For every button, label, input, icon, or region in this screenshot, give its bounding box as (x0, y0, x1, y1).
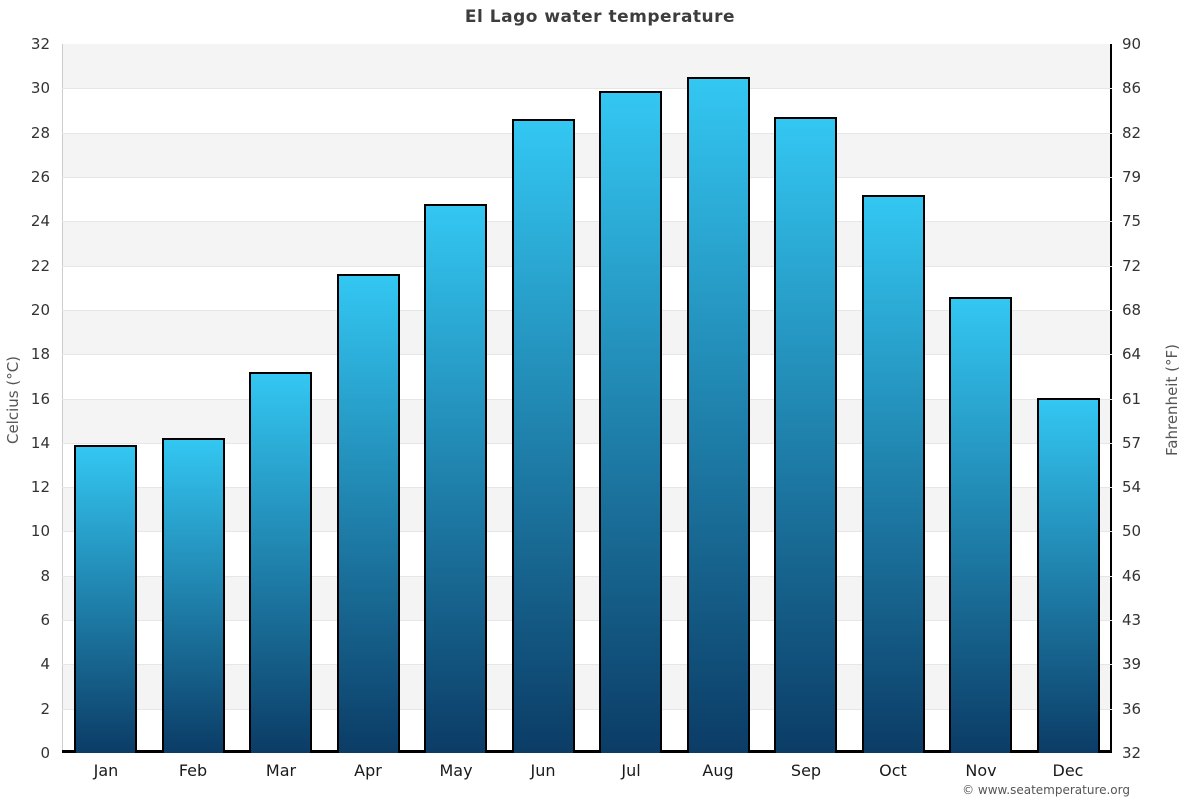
bar-jul (599, 91, 662, 753)
y-tick-label-fahrenheit: 68 (1122, 300, 1142, 319)
bar-nov (949, 297, 1012, 753)
y-tick-label-fahrenheit: 64 (1122, 345, 1142, 364)
gridline (62, 309, 1112, 311)
y-tick-label-celsius: 18 (30, 345, 50, 364)
y-tick-label-fahrenheit: 61 (1122, 389, 1142, 408)
gridline (62, 88, 1112, 90)
gridline (62, 398, 1112, 400)
grid-band (62, 221, 1112, 266)
y-tick-label-fahrenheit: 79 (1122, 167, 1142, 186)
grid-band (62, 398, 1112, 443)
bar-jun (512, 119, 575, 753)
y-tick-label-fahrenheit: 39 (1122, 655, 1142, 674)
x-tick-label-sep: Sep (790, 761, 822, 780)
gridline (62, 265, 1112, 267)
bar-dec (1037, 398, 1100, 753)
grid-band (62, 487, 1112, 532)
gridline (62, 620, 1112, 622)
x-tick-label-nov: Nov (965, 761, 997, 780)
y-tick-label-fahrenheit: 46 (1122, 566, 1142, 585)
chart-title: El Lago water temperature (464, 7, 736, 27)
x-tick-label-jan: Jan (93, 761, 119, 780)
gridline (62, 132, 1112, 134)
y-tick-label-fahrenheit: 57 (1122, 433, 1142, 452)
bar-aug (687, 77, 750, 753)
gridline (62, 664, 1112, 666)
grid-band (62, 132, 1112, 177)
x-tick-label-jul: Jul (621, 761, 641, 780)
y-tick-label-celsius: 2 (40, 699, 50, 718)
y-tick-label-fahrenheit: 82 (1122, 123, 1142, 142)
y-tick-label-celsius: 14 (30, 433, 50, 452)
plot-area (62, 44, 1112, 753)
y-tick-label-celsius: 0 (40, 744, 50, 762)
gridline (62, 442, 1112, 444)
grid-band (62, 575, 1112, 621)
y-tick-label-fahrenheit: 50 (1122, 522, 1142, 541)
y-tick-label-celsius: 10 (30, 522, 50, 541)
bar-oct (862, 195, 925, 753)
bar-feb (162, 438, 225, 753)
y-tick-label-fahrenheit: 43 (1122, 611, 1142, 630)
y-tick-label-celsius: 12 (30, 478, 50, 497)
y-tick-label-celsius: 8 (40, 566, 50, 585)
x-tick-label-aug: Aug (702, 761, 734, 780)
y-tick-label-fahrenheit: 75 (1122, 212, 1142, 231)
y-tick-label-celsius: 32 (30, 35, 50, 53)
grid-band (62, 44, 1112, 89)
y-tick-label-fahrenheit: 54 (1122, 478, 1142, 497)
gridline (62, 531, 1112, 533)
gridline (62, 708, 1112, 710)
x-tick-label-may: May (439, 761, 473, 780)
gridline (62, 176, 1112, 178)
y-tick-label-celsius: 22 (30, 256, 50, 275)
gridline (62, 487, 1112, 489)
grid-band (62, 664, 1112, 709)
bar-sep (774, 117, 837, 753)
bottom-axis-line (62, 750, 1112, 753)
bar-may (424, 204, 487, 753)
bar-apr (337, 274, 400, 753)
y-tick-label-fahrenheit: 86 (1122, 79, 1142, 98)
y-tick-label-celsius: 30 (30, 79, 50, 98)
x-tick-label-feb: Feb (178, 761, 208, 780)
y-tick-label-fahrenheit: 72 (1122, 256, 1142, 275)
y-tick-label-celsius: 26 (30, 167, 50, 186)
gridline (62, 221, 1112, 223)
grid-band (62, 309, 1112, 355)
bar-mar (249, 372, 312, 753)
x-tick-label-mar: Mar (265, 761, 297, 780)
y-tick-label-celsius: 6 (40, 611, 50, 630)
x-tick-label-dec: Dec (1052, 761, 1084, 780)
y-tick-label-celsius: 16 (30, 389, 50, 408)
y-tick-label-celsius: 4 (40, 655, 50, 674)
y-tick-label-celsius: 28 (30, 123, 50, 142)
x-tick-label-oct: Oct (879, 761, 907, 780)
y-tick-label-fahrenheit: 32 (1122, 744, 1142, 762)
x-tick-label-jun: Jun (530, 761, 556, 780)
x-tick-label-apr: Apr (354, 761, 382, 780)
y-tick-label-fahrenheit: 90 (1122, 35, 1142, 53)
copyright-text: © www.seatemperature.org (962, 783, 1130, 797)
y-tick-label-fahrenheit: 36 (1122, 699, 1142, 718)
y-tick-label-celsius: 20 (30, 300, 50, 319)
bar-jan (74, 445, 137, 753)
gridline (62, 575, 1112, 577)
y-tick-label-celsius: 24 (30, 212, 50, 231)
gridline (62, 354, 1112, 356)
